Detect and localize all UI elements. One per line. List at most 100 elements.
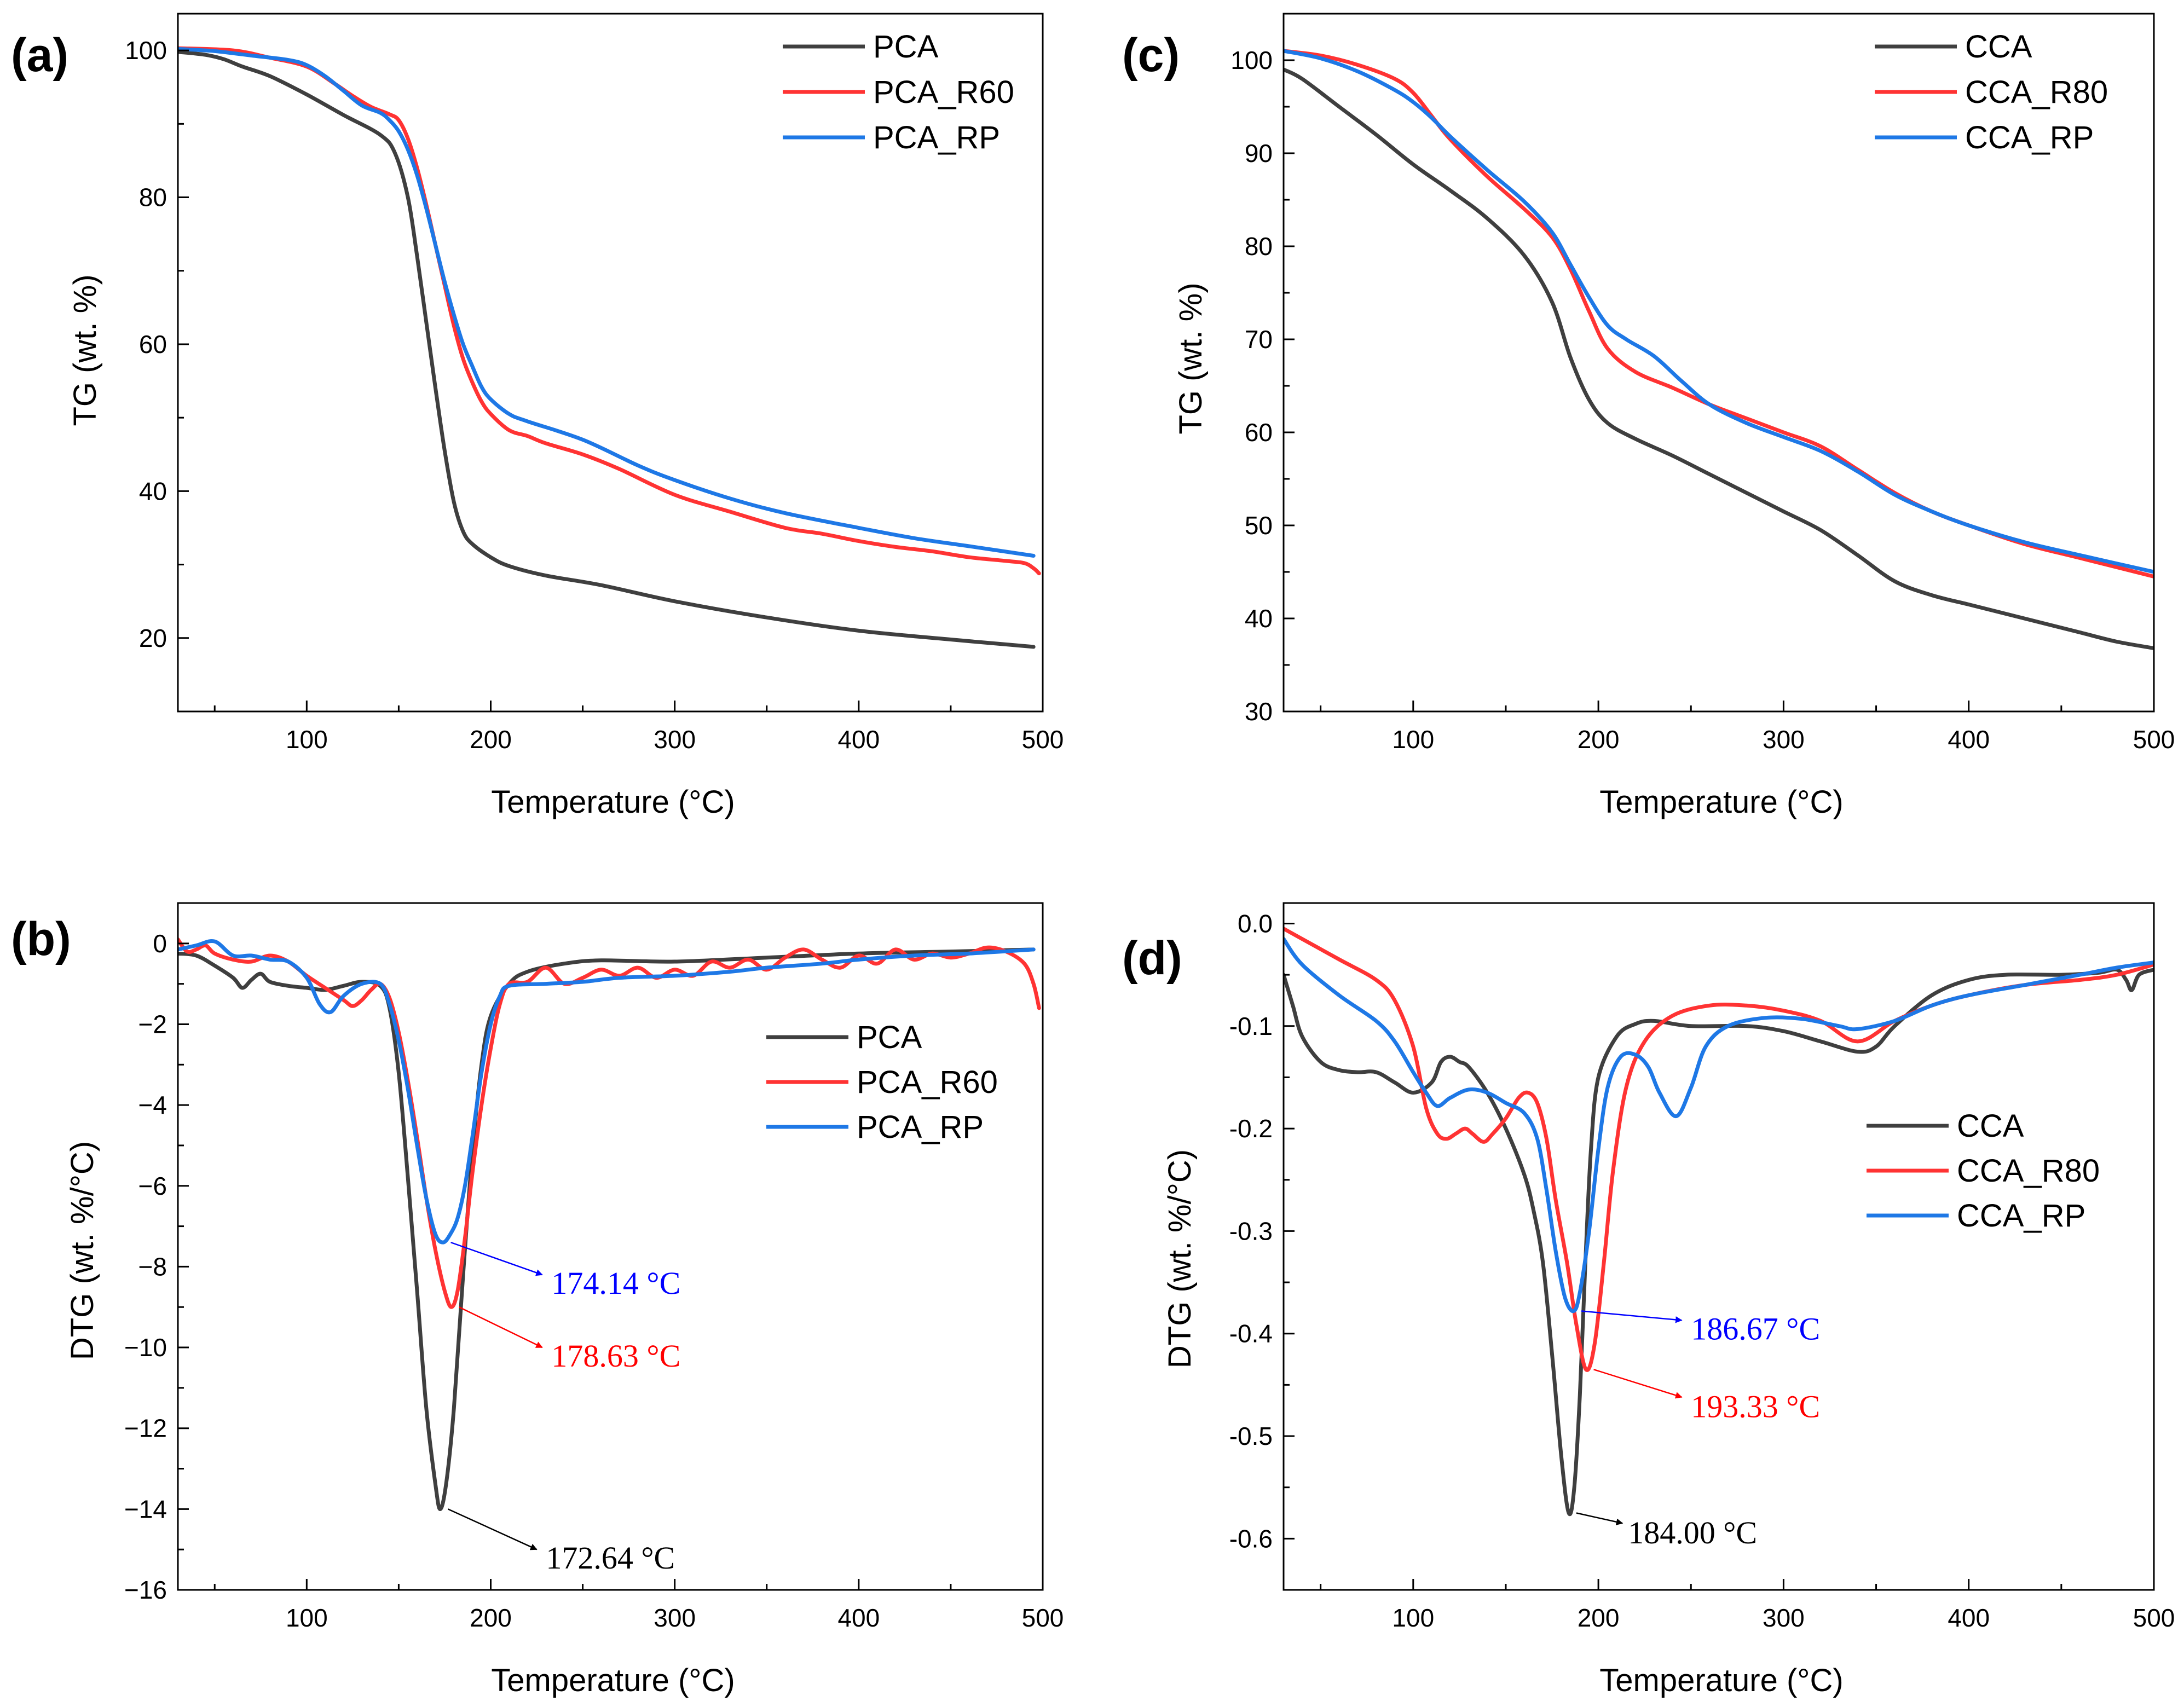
panel-b-legend-label: PCA_RP bbox=[857, 1109, 984, 1145]
panel-a-legend-label: PCA bbox=[873, 29, 939, 65]
panel-b-x-axis-title: Temperature (°C) bbox=[491, 1663, 735, 1698]
panel-d-annotation-label: 184.00 °C bbox=[1628, 1515, 1757, 1550]
panel-c-y-tick-label: 50 bbox=[1245, 511, 1273, 540]
panel-b-annotation-arrow bbox=[450, 1241, 543, 1276]
panel-a-y-tick-label: 80 bbox=[139, 183, 167, 212]
panel-a: (a) 100 200 300 400 500 20 40 60 80 100 PCA PCA_R60… bbox=[11, 13, 1064, 820]
panel-b-frame bbox=[177, 902, 1044, 1591]
panel-a-series-pca bbox=[178, 50, 1036, 649]
panel-c-x-axis-title: Temperature (°C) bbox=[1599, 784, 1843, 820]
panel-b: (b) 100 200 300 400 500 0 −2 −4 −6 −8 −10 −12 −14 −16… bbox=[11, 902, 1064, 1698]
panel-c-y-tick-label: 80 bbox=[1245, 232, 1273, 261]
panel-b-annotation-arrow bbox=[459, 1306, 543, 1349]
panel-b-x-tick-label: 400 bbox=[837, 1604, 880, 1632]
panel-b-series-pca bbox=[178, 947, 1036, 1511]
panel-c-frame bbox=[1282, 13, 2155, 713]
panel-b-x-tick-label: 300 bbox=[654, 1604, 696, 1632]
panel-c-y-axis-title: TG (wt. %) bbox=[1173, 282, 1209, 434]
panel-c: (c) 100 200 300 400 500 30 40 50 60 70 80 90 100 CCAC… bbox=[1122, 13, 2175, 820]
panel-a-legend-label: PCA_R60 bbox=[873, 74, 1014, 110]
panel-d-annotation-label: 193.33 °C bbox=[1691, 1389, 1820, 1425]
panel-b-y-axis-title: DTG (wt. %/°C) bbox=[65, 1141, 100, 1360]
panel-d-frame bbox=[1282, 902, 2155, 1591]
panel-c-series-cca-rp bbox=[1284, 49, 2154, 574]
panel-d-label: (d) bbox=[1122, 932, 1182, 985]
panel-c-x-tick-label: 200 bbox=[1578, 725, 1620, 754]
panel-d-y-tick-label: 0.0 bbox=[1238, 909, 1273, 938]
panel-b-label: (b) bbox=[11, 913, 71, 965]
panel-a-legend: PCA PCA_R60 PCA_RP bbox=[783, 29, 1014, 155]
panel-b-annotation-label: 178.63 °C bbox=[551, 1338, 680, 1374]
panel-d-annotation-label: 186.67 °C bbox=[1691, 1311, 1820, 1346]
panel-b-x-tick-label: 200 bbox=[470, 1604, 512, 1632]
panel-c-y-tick-label: 40 bbox=[1245, 604, 1273, 633]
panel-b-annotation-label: 174.14 °C bbox=[551, 1265, 680, 1301]
panel-b-y-tick-label: −6 bbox=[138, 1172, 167, 1200]
panel-b-y-tick-label: −14 bbox=[124, 1495, 167, 1523]
panel-d-annotation-arrow bbox=[1593, 1369, 1683, 1399]
panel-c-x-tick-label: 100 bbox=[1392, 725, 1434, 754]
panel-b-annotation-label: 172.64 °C bbox=[546, 1540, 675, 1576]
panel-b-x-tick-label: 500 bbox=[1022, 1604, 1064, 1632]
panel-a-series-pca-r60 bbox=[178, 46, 1041, 576]
panel-b-y-tick-label: −2 bbox=[138, 1010, 167, 1038]
panel-d-x-tick-label: 400 bbox=[1948, 1604, 1990, 1632]
panel-c-y-tick-label: 90 bbox=[1245, 139, 1273, 167]
panel-c-series-cca bbox=[1284, 67, 2154, 650]
panel-b-y-tick-label: −4 bbox=[138, 1091, 167, 1119]
panel-b-legend-label: PCA_R60 bbox=[857, 1064, 998, 1100]
panel-d-legend-label: CCA bbox=[1957, 1108, 2024, 1144]
panel-c-y-tick-label: 30 bbox=[1245, 697, 1273, 726]
panel-d-series-cca-r80 bbox=[1284, 927, 2154, 1372]
panel-a-y-tick-label: 40 bbox=[139, 477, 167, 505]
panel-c-y-tick-label: 60 bbox=[1245, 418, 1273, 447]
panel-a-y-tick-label: 60 bbox=[139, 330, 167, 358]
panel-b-legend: PCA PCA_R60 PCA_RP bbox=[766, 1020, 998, 1145]
panel-b-annotation-arrow bbox=[447, 1508, 538, 1550]
panel-a-x-tick-label: 500 bbox=[1022, 725, 1064, 754]
panel-b-legend-label: PCA bbox=[857, 1020, 922, 1055]
panel-a-x-tick-label: 300 bbox=[654, 725, 696, 754]
panel-a-y-axis-title: TG (wt. %) bbox=[67, 274, 103, 426]
panel-c-x-tick-label: 300 bbox=[1763, 725, 1805, 754]
panel-c-legend-label: CCA_RP bbox=[1965, 120, 2094, 155]
panel-d-annotation-arrow bbox=[1581, 1310, 1683, 1323]
panel-b-series-pca-r60 bbox=[178, 937, 1041, 1309]
panel-a-plot: 100 200 300 400 500 20 40 60 80 100 PCA PCA_R60 PCA_… bbox=[125, 13, 1064, 754]
panel-d-annotation-arrow bbox=[1576, 1512, 1623, 1525]
panel-a-legend-label: PCA_RP bbox=[873, 120, 1000, 155]
panel-b-x-tick-label: 100 bbox=[286, 1604, 328, 1632]
panel-d-x-tick-label: 200 bbox=[1578, 1604, 1620, 1632]
panel-c-x-tick-label: 400 bbox=[1948, 725, 1990, 754]
panel-d-x-tick-label: 500 bbox=[2133, 1604, 2175, 1632]
panel-a-x-tick-label: 100 bbox=[286, 725, 328, 754]
panel-d-series-cca bbox=[1284, 967, 2154, 1517]
panel-d: (d) 100 200 300 400 500 0.0 -0.1 -0.2 -0.3 -0.4 -0… bbox=[1122, 902, 2175, 1698]
panel-d-legend-label: CCA_RP bbox=[1957, 1198, 2085, 1234]
panel-b-series-pca-rp bbox=[178, 939, 1036, 1245]
panel-d-legend-label: CCA_R80 bbox=[1957, 1153, 2100, 1189]
panel-c-y-tick-label: 70 bbox=[1245, 325, 1273, 354]
panel-d-plot: 100 200 300 400 500 0.0 -0.1 -0.2 -0.3 -0.4 -0.5 -0… bbox=[1229, 902, 2175, 1632]
panel-a-x-axis-title: Temperature (°C) bbox=[491, 784, 735, 820]
panel-a-label: (a) bbox=[11, 29, 68, 82]
panel-a-frame bbox=[177, 13, 1044, 713]
panel-b-y-tick-label: −10 bbox=[124, 1333, 167, 1362]
panel-d-y-axis-title: DTG (wt. %/°C) bbox=[1162, 1149, 1198, 1368]
panel-b-y-tick-label: −12 bbox=[124, 1414, 167, 1443]
panel-d-x-tick-label: 100 bbox=[1392, 1604, 1434, 1632]
panel-c-label: (c) bbox=[1122, 29, 1180, 82]
panel-c-legend: CCA CCA_R80 CCA_RP bbox=[1875, 29, 2108, 155]
panel-d-y-tick-label: -0.6 bbox=[1229, 1524, 1273, 1553]
panel-c-x-tick-label: 500 bbox=[2133, 725, 2175, 754]
panel-c-plot: 100 200 300 400 500 30 40 50 60 70 80 90 100 CCA CCA_R… bbox=[1230, 13, 2175, 754]
panel-d-y-tick-label: -0.3 bbox=[1229, 1217, 1273, 1245]
panel-b-y-tick-label: −8 bbox=[138, 1252, 167, 1281]
panel-d-legend: CCA CCA_R80 CCA_RP bbox=[1867, 1108, 2100, 1234]
panel-d-x-axis-title: Temperature (°C) bbox=[1599, 1663, 1843, 1698]
panel-d-y-tick-label: -0.1 bbox=[1229, 1012, 1273, 1040]
panel-c-y-tick-label: 100 bbox=[1230, 46, 1273, 74]
panel-d-y-tick-label: -0.2 bbox=[1229, 1114, 1273, 1143]
panel-d-y-tick-label: -0.4 bbox=[1229, 1320, 1273, 1348]
